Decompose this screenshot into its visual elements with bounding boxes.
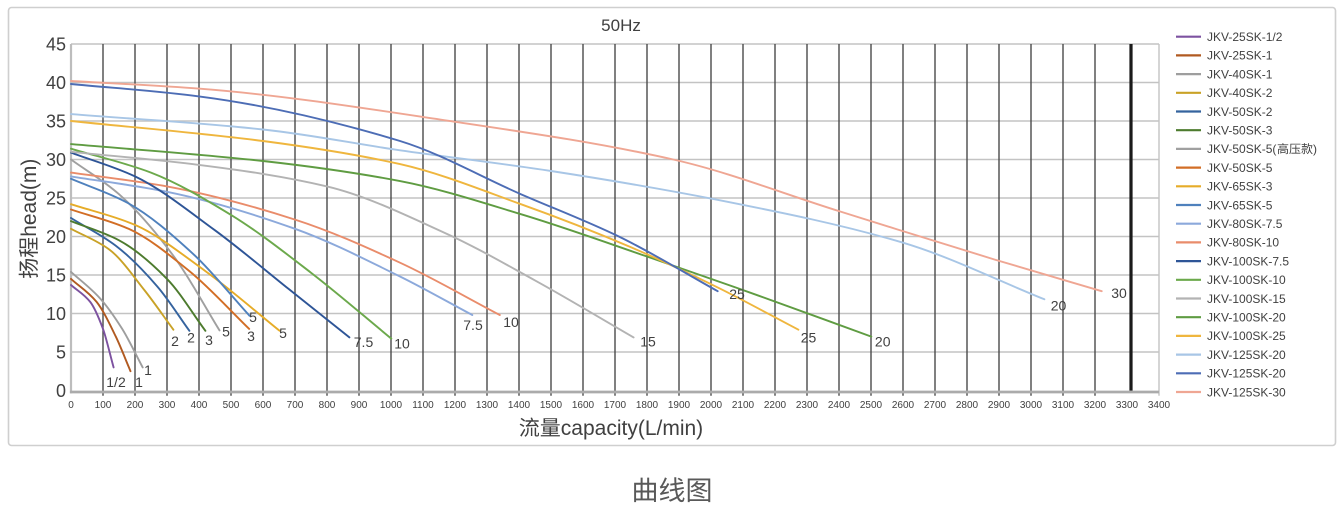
- svg-text:20: 20: [1051, 298, 1067, 314]
- svg-text:3300: 3300: [1116, 400, 1139, 411]
- svg-text:1000: 1000: [380, 400, 403, 411]
- svg-text:JKV-100SK-15: JKV-100SK-15: [1207, 292, 1286, 306]
- svg-text:2200: 2200: [764, 400, 787, 411]
- svg-text:3100: 3100: [1052, 400, 1075, 411]
- svg-text:2100: 2100: [732, 400, 755, 411]
- svg-text:200: 200: [127, 400, 144, 411]
- svg-text:2800: 2800: [956, 400, 979, 411]
- svg-text:3000: 3000: [1020, 400, 1043, 411]
- svg-text:1: 1: [135, 374, 143, 390]
- svg-text:JKV-25SK-1: JKV-25SK-1: [1207, 49, 1273, 63]
- svg-text:40: 40: [46, 73, 66, 93]
- svg-text:JKV-100SK-10: JKV-100SK-10: [1207, 273, 1286, 287]
- svg-text:JKV-100SK-20: JKV-100SK-20: [1207, 311, 1286, 325]
- svg-text:3: 3: [205, 332, 213, 348]
- svg-text:1400: 1400: [508, 400, 531, 411]
- svg-text:2300: 2300: [796, 400, 819, 411]
- svg-text:JKV-65SK-5: JKV-65SK-5: [1207, 198, 1273, 212]
- svg-text:JKV-50SK-5: JKV-50SK-5: [1207, 161, 1273, 175]
- svg-text:25: 25: [801, 330, 817, 346]
- svg-text:15: 15: [46, 266, 66, 286]
- svg-text:1600: 1600: [572, 400, 595, 411]
- svg-text:5: 5: [279, 325, 287, 341]
- svg-text:): ): [1313, 142, 1317, 156]
- svg-text:JKV-50SK-3: JKV-50SK-3: [1207, 124, 1273, 138]
- svg-text:7.5: 7.5: [463, 317, 483, 333]
- svg-text:head(m): head(m): [18, 159, 41, 237]
- svg-text:20: 20: [875, 334, 891, 350]
- svg-text:3400: 3400: [1148, 400, 1171, 411]
- svg-text:2500: 2500: [860, 400, 883, 411]
- svg-text:500: 500: [223, 400, 240, 411]
- svg-text:20: 20: [46, 227, 66, 247]
- svg-text:1700: 1700: [604, 400, 627, 411]
- svg-text:1500: 1500: [540, 400, 563, 411]
- svg-text:JKV-50SK-5(: JKV-50SK-5(: [1207, 142, 1276, 156]
- svg-text:JKV-125SK-20: JKV-125SK-20: [1207, 348, 1286, 362]
- svg-text:JKV-65SK-3: JKV-65SK-3: [1207, 180, 1273, 194]
- svg-text:7.5: 7.5: [354, 334, 374, 350]
- svg-text:10: 10: [46, 304, 66, 324]
- svg-text:3200: 3200: [1084, 400, 1107, 411]
- svg-text:2600: 2600: [892, 400, 915, 411]
- svg-text:JKV-80SK-10: JKV-80SK-10: [1207, 236, 1279, 250]
- svg-text:900: 900: [351, 400, 368, 411]
- svg-text:400: 400: [191, 400, 208, 411]
- svg-text:2000: 2000: [700, 400, 723, 411]
- svg-text:JKV-25SK-1/2: JKV-25SK-1/2: [1207, 30, 1283, 44]
- svg-text:45: 45: [46, 35, 66, 55]
- svg-text:JKV-100SK-7.5: JKV-100SK-7.5: [1207, 254, 1289, 268]
- svg-text:2400: 2400: [828, 400, 851, 411]
- svg-text:0: 0: [56, 381, 66, 401]
- svg-text:3: 3: [247, 328, 255, 344]
- svg-text:600: 600: [255, 400, 272, 411]
- svg-text:JKV-40SK-2: JKV-40SK-2: [1207, 86, 1273, 100]
- svg-text:1800: 1800: [636, 400, 659, 411]
- svg-text:10: 10: [394, 336, 410, 352]
- svg-text:5: 5: [56, 343, 66, 363]
- svg-text:25: 25: [46, 189, 66, 209]
- svg-text:300: 300: [159, 400, 176, 411]
- svg-text:1/2: 1/2: [106, 374, 126, 390]
- svg-text:JKV-100SK-25: JKV-100SK-25: [1207, 329, 1286, 343]
- svg-text:2700: 2700: [924, 400, 947, 411]
- svg-text:700: 700: [287, 400, 304, 411]
- svg-text:JKV-125SK-30: JKV-125SK-30: [1207, 385, 1286, 399]
- svg-text:JKV-50SK-2: JKV-50SK-2: [1207, 105, 1273, 119]
- svg-text:5: 5: [222, 324, 230, 340]
- svg-text:capacity(L/min): capacity(L/min): [561, 417, 703, 440]
- svg-text:0: 0: [68, 400, 74, 411]
- svg-text:50Hz: 50Hz: [601, 16, 641, 35]
- svg-text:2: 2: [187, 330, 195, 346]
- svg-text:JKV-40SK-1: JKV-40SK-1: [1207, 67, 1273, 81]
- svg-text:25: 25: [729, 286, 745, 302]
- svg-text:35: 35: [46, 112, 66, 132]
- svg-text:100: 100: [95, 400, 112, 411]
- svg-text:10: 10: [503, 314, 519, 330]
- svg-text:5: 5: [249, 309, 257, 325]
- svg-text:JKV-125SK-20: JKV-125SK-20: [1207, 367, 1286, 381]
- svg-text:1100: 1100: [412, 400, 434, 411]
- svg-text:30: 30: [1111, 285, 1127, 301]
- svg-text:JKV-80SK-7.5: JKV-80SK-7.5: [1207, 217, 1283, 231]
- svg-text:1: 1: [144, 362, 152, 378]
- svg-text:15: 15: [640, 334, 656, 350]
- svg-text:2: 2: [171, 333, 179, 349]
- svg-text:2900: 2900: [988, 400, 1011, 411]
- svg-text:800: 800: [319, 400, 336, 411]
- svg-text:1200: 1200: [444, 400, 467, 411]
- svg-text:1300: 1300: [476, 400, 499, 411]
- svg-text:1900: 1900: [668, 400, 691, 411]
- svg-text:30: 30: [46, 150, 66, 170]
